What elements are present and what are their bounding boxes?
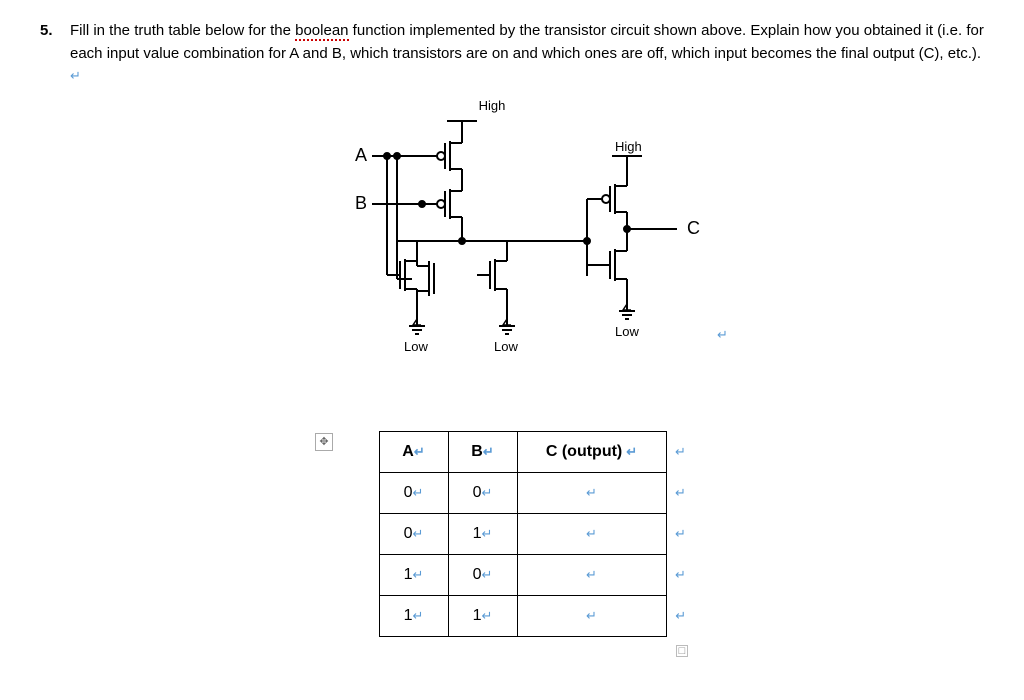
table-header-row: A↵ B↵ C (output)↵ ↵ <box>379 431 695 472</box>
circuit-label-A: A <box>355 145 367 165</box>
paragraph-mark-icon: ↵ <box>483 442 494 462</box>
row-end-mark: ↵ <box>666 554 695 595</box>
col-header-B: B↵ <box>448 431 517 472</box>
truth-table-wrap: ✥ A↵ B↵ C (output)↵ ↵ 0↵ 0↵ ↵ ↵ 0↵ 1↵ <box>70 431 984 637</box>
paragraph-mark-icon: ↵ <box>717 327 728 342</box>
question-number: 5. <box>40 20 70 43</box>
cell-C[interactable]: ↵ <box>517 595 666 636</box>
cell-A[interactable]: 1↵ <box>379 554 448 595</box>
spellcheck-squiggle: boolean <box>295 22 348 41</box>
circuit-figure: High <box>70 96 984 419</box>
cell-B[interactable]: 1↵ <box>448 595 517 636</box>
cell-A[interactable]: 1↵ <box>379 595 448 636</box>
circuit-label-B: B <box>355 193 367 213</box>
cell-A[interactable]: 0↵ <box>379 472 448 513</box>
paragraph-mark-icon: ↵ <box>626 442 637 462</box>
col-header-C: C (output)↵ <box>517 431 666 472</box>
row-end-mark: ↵ <box>666 513 695 554</box>
row-end-mark: ↵ <box>666 472 695 513</box>
table-row: 1↵ 0↵ ↵ ↵ <box>379 554 695 595</box>
qtext-prefix: Fill in the truth table below for the <box>70 22 295 39</box>
col-header-A: A↵ <box>379 431 448 472</box>
circuit-label-low2: Low <box>494 339 518 354</box>
circuit-label-C: C <box>687 218 700 238</box>
circuit-svg: A B C High Low Low Low ↵ <box>277 111 777 411</box>
table-end-marker: □ <box>70 639 984 662</box>
table-row: 1↵ 1↵ ↵ ↵ <box>379 595 695 636</box>
cell-C[interactable]: ↵ <box>517 554 666 595</box>
question-block: 5. Fill in the truth table below for the… <box>40 20 984 661</box>
row-end-mark: ↵ <box>666 431 695 472</box>
circuit-label-low1: Low <box>404 339 428 354</box>
cell-A[interactable]: 0↵ <box>379 513 448 554</box>
paragraph-mark-icon: ↵ <box>70 66 81 86</box>
cell-C[interactable]: ↵ <box>517 513 666 554</box>
cell-B[interactable]: 0↵ <box>448 554 517 595</box>
table-row: 0↵ 0↵ ↵ ↵ <box>379 472 695 513</box>
circuit-label-high2: High <box>615 139 642 154</box>
row-end-mark: ↵ <box>666 595 695 636</box>
question-text: Fill in the truth table below for the bo… <box>70 20 984 661</box>
circuit-label-low3: Low <box>615 324 639 339</box>
table-move-handle-icon[interactable]: ✥ <box>315 433 333 451</box>
paragraph-mark-icon: ↵ <box>414 442 425 462</box>
cell-C[interactable]: ↵ <box>517 472 666 513</box>
truth-table: A↵ B↵ C (output)↵ ↵ 0↵ 0↵ ↵ ↵ 0↵ 1↵ ↵ ↵ <box>379 431 696 637</box>
cell-B[interactable]: 1↵ <box>448 513 517 554</box>
table-row: 0↵ 1↵ ↵ ↵ <box>379 513 695 554</box>
cell-B[interactable]: 0↵ <box>448 472 517 513</box>
